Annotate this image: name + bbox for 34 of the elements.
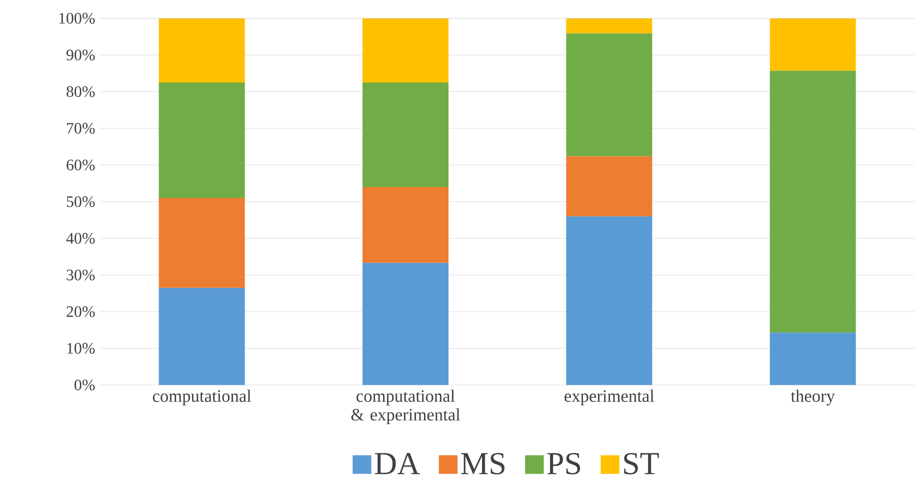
bar: [566, 156, 652, 216]
bar: [362, 18, 449, 82]
bar: [362, 187, 449, 263]
y-tick-label: 40%: [66, 232, 95, 244]
bar: [362, 262, 449, 385]
bar: [158, 18, 245, 82]
bar: [566, 216, 652, 385]
bar: [566, 33, 652, 156]
y-tick-label: 60%: [66, 160, 95, 170]
y-tick-label: 100%: [59, 12, 95, 24]
bar: [566, 18, 652, 34]
legend-label: MS: [461, 452, 504, 474]
legend-label: DA: [374, 452, 420, 474]
y-tick-label: 50%: [66, 196, 95, 208]
y-tick-label: 0%: [74, 380, 95, 390]
bar: [770, 332, 856, 385]
legend-label: PS: [547, 452, 580, 474]
y-tick-label: 20%: [66, 306, 95, 318]
bar: [770, 70, 856, 333]
y-tick-label: 70%: [67, 122, 95, 134]
y-tick-label: 80%: [66, 86, 95, 98]
y-tick-label: 30%: [66, 270, 95, 280]
x-tick-label: computational: [152, 390, 252, 406]
x-tick-label: computational & experimental: [351, 390, 460, 424]
bar: [158, 198, 245, 288]
x-tick-label: experimental: [564, 390, 654, 406]
bar: [158, 288, 245, 385]
y-tick-label: 10%: [67, 342, 95, 354]
legend-label: ST: [624, 452, 659, 474]
bar: [362, 82, 449, 187]
x-tick-label: theory: [790, 390, 835, 406]
bar: [770, 18, 856, 71]
y-tick-label: 90%: [66, 50, 95, 60]
bar: [158, 82, 245, 198]
